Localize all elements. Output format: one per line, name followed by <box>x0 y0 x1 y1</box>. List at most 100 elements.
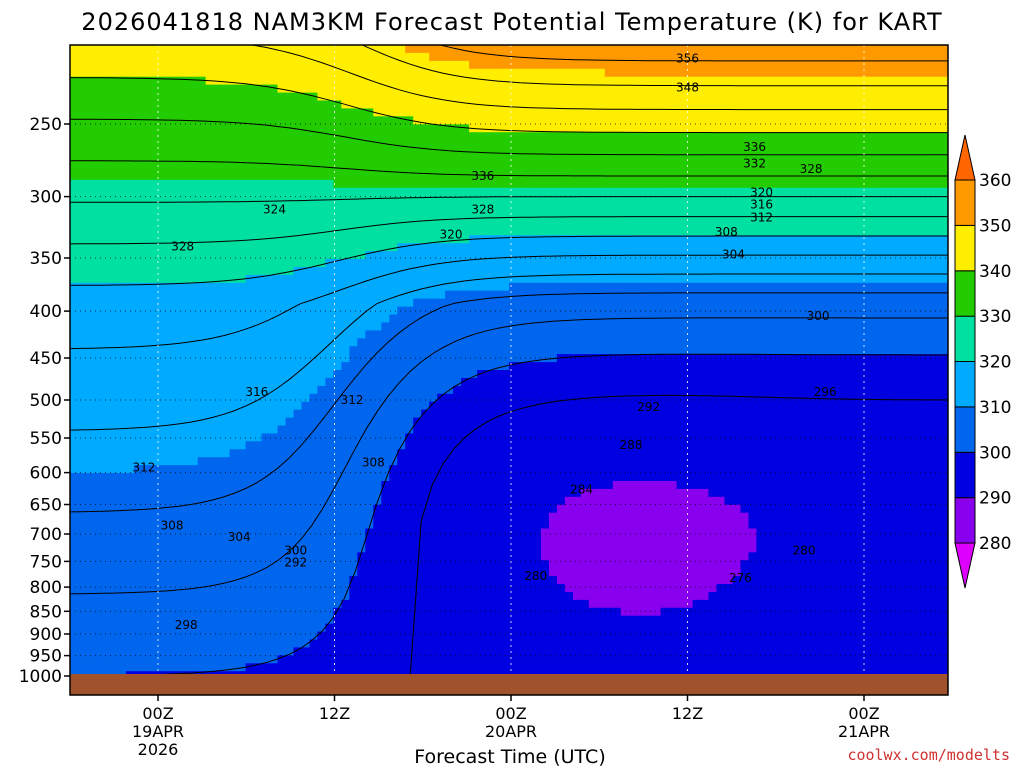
heatmap-cell <box>341 607 350 617</box>
heatmap-cell <box>213 409 223 419</box>
heatmap-cell <box>285 568 295 577</box>
heatmap-cell <box>93 290 103 300</box>
heatmap-cell <box>70 377 79 387</box>
heatmap-cell <box>261 647 271 656</box>
heatmap-cell <box>325 544 334 553</box>
heatmap-cell <box>181 576 191 585</box>
heatmap-cell <box>317 417 326 427</box>
heatmap-cell <box>405 195 414 205</box>
heatmap-cell <box>109 362 119 371</box>
heatmap-cell <box>86 417 95 427</box>
heatmap-cell <box>445 116 454 125</box>
heatmap-cell <box>317 187 326 197</box>
heatmap-cell <box>357 195 366 205</box>
heatmap-cell <box>389 235 398 244</box>
heatmap-cell <box>149 576 159 585</box>
heatmap-cell <box>365 84 374 94</box>
heatmap-cell <box>389 607 398 617</box>
heatmap-cell <box>485 544 494 553</box>
heatmap-cell <box>509 385 518 395</box>
heatmap-cell <box>117 211 127 220</box>
heatmap-cell <box>413 615 422 625</box>
heatmap-cell <box>253 68 263 78</box>
heatmap-cell <box>181 465 191 474</box>
heatmap-cell <box>469 512 478 522</box>
heatmap-cell <box>269 576 279 585</box>
heatmap-cell <box>205 195 215 205</box>
heatmap-cell <box>469 108 478 117</box>
heatmap-cell <box>293 124 303 133</box>
heatmap-cell <box>93 76 103 86</box>
heatmap-cell <box>229 45 239 54</box>
heatmap-cell <box>293 354 303 363</box>
heatmap-cell <box>213 52 223 62</box>
heatmap-cell <box>141 623 151 633</box>
heatmap-cell <box>349 306 358 316</box>
heatmap-cell <box>285 290 295 300</box>
heatmap-cell <box>413 576 422 585</box>
heatmap-cell <box>501 607 510 617</box>
heatmap-cell <box>525 322 534 331</box>
heatmap-cell <box>237 45 247 54</box>
heatmap-cell <box>445 425 454 434</box>
heatmap-cell <box>181 84 191 94</box>
heatmap-cell <box>453 235 462 244</box>
heatmap-cell <box>373 156 382 165</box>
heatmap-cell <box>317 599 326 609</box>
heatmap-cell <box>269 179 279 189</box>
heatmap-cell <box>253 512 263 522</box>
heatmap-cell <box>325 496 334 506</box>
heatmap-cell <box>405 496 414 506</box>
heatmap-cell <box>477 52 486 62</box>
heatmap-cell <box>189 393 199 403</box>
heatmap-cell <box>333 607 342 617</box>
heatmap-cell <box>469 259 478 268</box>
heatmap-cell <box>525 156 534 165</box>
heatmap-cell <box>205 282 215 292</box>
heatmap-cell <box>173 473 183 482</box>
heatmap-cell <box>509 417 518 427</box>
heatmap-cell <box>141 282 151 292</box>
heatmap-cell <box>221 243 231 252</box>
heatmap-cell <box>317 568 326 577</box>
heatmap-cell <box>389 76 398 86</box>
heatmap-cell <box>509 338 518 347</box>
heatmap-cell <box>357 623 366 633</box>
heatmap-cell <box>157 362 167 371</box>
heatmap-cell <box>517 68 526 78</box>
heatmap-cell <box>165 187 175 197</box>
heatmap-cell <box>229 560 239 569</box>
heatmap-cell <box>149 140 159 149</box>
heatmap-cell <box>70 615 79 625</box>
heatmap-cell <box>389 267 398 276</box>
heatmap-cell <box>221 607 231 617</box>
heatmap-cell <box>109 195 119 205</box>
heatmap-cell <box>421 385 430 395</box>
heatmap-cell <box>405 568 414 577</box>
heatmap-cell <box>125 76 135 86</box>
heatmap-cell <box>133 473 143 482</box>
heatmap-cell <box>453 417 462 427</box>
heatmap-cell <box>453 433 462 442</box>
heatmap-cell <box>293 584 303 593</box>
heatmap-cell <box>125 92 135 102</box>
heatmap-cell <box>277 449 287 458</box>
heatmap-cell <box>285 203 295 212</box>
heatmap-cell <box>205 243 215 252</box>
heatmap-cell <box>501 584 510 593</box>
heatmap-cell <box>229 536 239 545</box>
heatmap-cell <box>389 647 398 656</box>
heatmap-cell <box>245 243 255 252</box>
heatmap-cell <box>141 92 151 102</box>
heatmap-cell <box>157 76 167 86</box>
heatmap-cell <box>413 68 422 78</box>
heatmap-cell <box>532 385 542 395</box>
heatmap-cell <box>373 163 382 173</box>
heatmap-cell <box>229 441 239 450</box>
heatmap-cell <box>197 647 207 656</box>
heatmap-cell <box>349 203 358 212</box>
heatmap-cell <box>397 663 406 672</box>
heatmap-cell <box>205 401 215 411</box>
heatmap-cell <box>253 290 263 300</box>
heatmap-cell <box>149 425 159 434</box>
